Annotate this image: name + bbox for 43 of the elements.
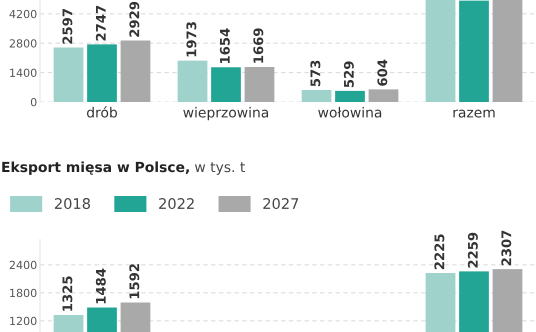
data-label: 2225: [434, 234, 444, 270]
legend-label: 2027: [263, 198, 298, 210]
data-label: 604: [377, 60, 388, 86]
y-tick-label: 4200: [9, 10, 36, 18]
bar: [54, 47, 84, 102]
y-tick-label: 2800: [10, 39, 36, 48]
data-label: 1592: [129, 264, 140, 298]
data-label: 573: [310, 60, 320, 86]
data-label: 1484: [96, 268, 106, 304]
data-label: 2307: [501, 230, 512, 266]
bar: [335, 90, 365, 102]
bar: [426, 0, 456, 102]
x-tick-label: wołowina: [318, 106, 382, 118]
bar: [459, 0, 489, 102]
legend-label: 2022: [159, 198, 194, 210]
x-tick-label: drób: [87, 106, 118, 118]
data-label: 2747: [96, 6, 106, 41]
legend-label: 2018: [54, 198, 90, 210]
data-label: 2929: [129, 2, 140, 37]
y-tick-label: 1200: [10, 316, 36, 326]
bar: [368, 89, 398, 102]
data-label: 1669: [253, 28, 264, 63]
bar: [302, 90, 332, 102]
bar: [211, 67, 241, 102]
bar: [120, 40, 150, 102]
bar: [178, 60, 208, 102]
x-tick-label: razem: [453, 110, 495, 118]
data-label: 2259: [468, 232, 478, 268]
bar: [492, 0, 522, 102]
y-tick-label: 2400: [10, 260, 36, 270]
x-tick-label: wieprzowina: [183, 106, 268, 120]
data-label: 1654: [220, 28, 230, 64]
chart-subtitle: w tys. t: [194, 162, 245, 175]
data-label: 1325: [62, 276, 72, 311]
y-tick-label: 1800: [10, 288, 36, 298]
y-tick-label: 0: [30, 98, 36, 106]
data-label: 529: [344, 61, 354, 88]
chart-title: Eksport mięsa w Polsce,: [2, 161, 189, 175]
data-label: 2597: [62, 9, 72, 44]
bar: [87, 44, 117, 102]
bar: [244, 66, 274, 102]
data-label: 1973: [186, 22, 196, 56]
y-tick-label: 1400: [10, 68, 36, 77]
